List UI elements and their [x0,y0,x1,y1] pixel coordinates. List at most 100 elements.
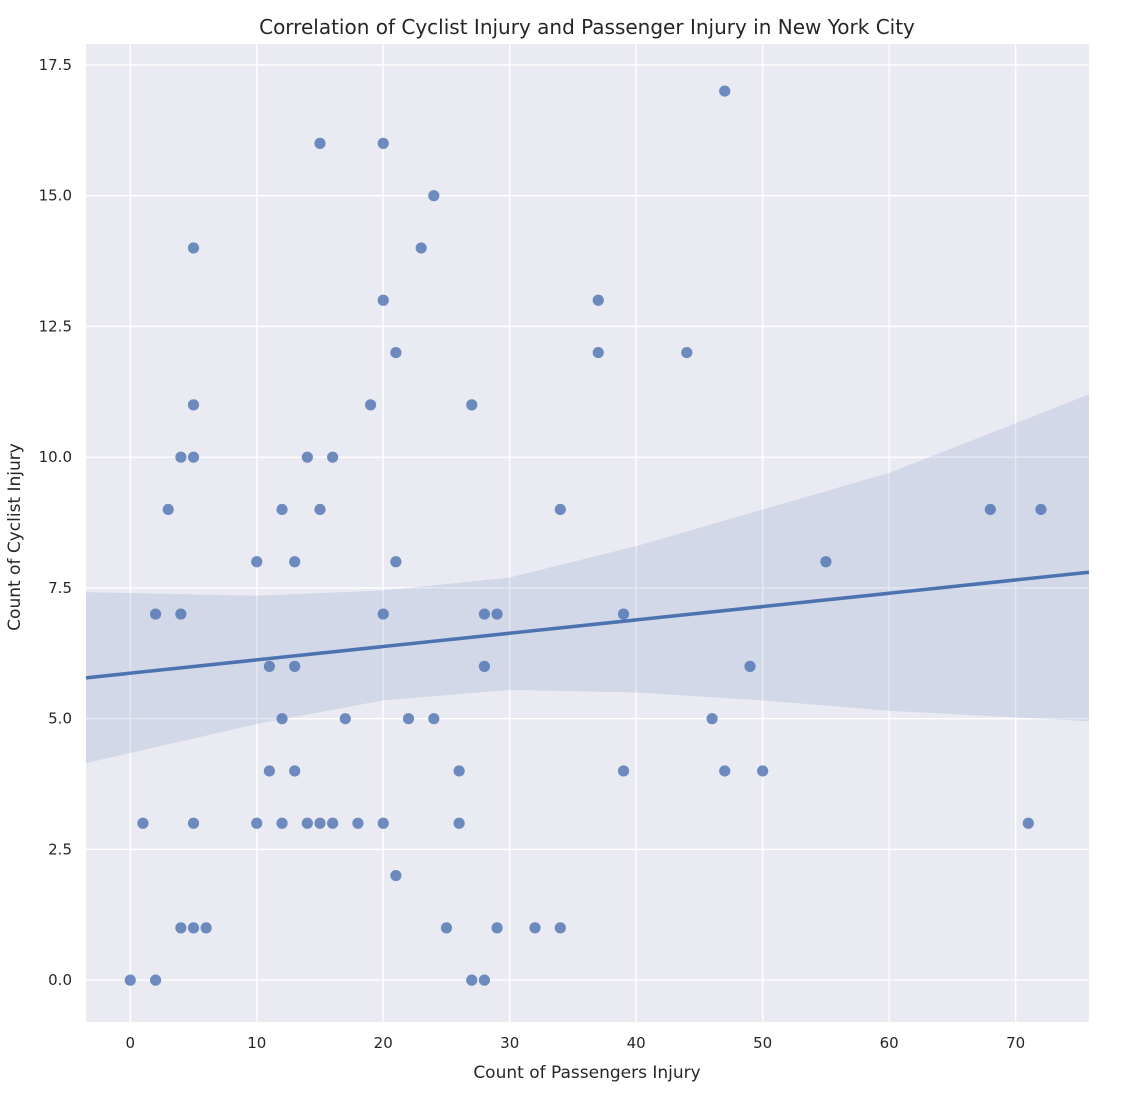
data-point [175,451,187,463]
confidence-band-area [86,394,1089,764]
data-point [314,817,326,829]
y-tick-label: 12.5 [39,317,72,335]
data-point [251,817,263,829]
data-points [124,85,1047,986]
regression-fit-line [85,570,1090,680]
data-point [289,765,301,777]
x-tick-label: 0 [125,1034,135,1052]
data-point [377,137,389,149]
data-point [390,556,402,568]
grid-lines [86,44,1089,1022]
y-tick-label: 2.5 [48,840,72,858]
data-point [339,713,351,725]
data-point [352,817,364,829]
data-point [478,608,491,620]
data-point [187,922,200,934]
x-tick-label: 30 [500,1034,519,1052]
data-point [1035,503,1047,516]
data-point [428,190,440,202]
data-point [301,817,313,829]
data-point [124,974,136,986]
data-point [364,399,377,411]
data-point [491,608,503,620]
data-point [276,817,288,829]
data-point [149,974,162,986]
data-point [453,765,465,777]
data-point [453,817,465,829]
plot-area [86,44,1089,1022]
data-point [263,660,275,672]
data-point [478,974,491,986]
x-tick-label: 70 [1006,1034,1025,1052]
data-point [466,974,478,986]
chart-title: Correlation of Cyclist Injury and Passen… [259,15,915,39]
data-point [200,922,212,934]
data-point [187,399,200,411]
y-tick-label: 5.0 [48,710,72,728]
data-point [301,451,313,463]
data-point [592,346,604,359]
data-point [377,608,389,620]
data-point [466,399,478,411]
x-tick-label: 10 [247,1034,266,1052]
data-point [478,660,491,672]
data-point [529,922,541,934]
x-tick-label: 60 [880,1034,899,1052]
data-point [314,503,326,516]
data-point [251,556,263,568]
data-point [175,922,187,934]
data-point [314,137,326,149]
data-point [491,922,503,934]
y-axis-label: Count of Cyclist Injury [5,443,25,631]
x-axis-label: Count of Passengers Injury [473,1063,700,1083]
data-point [390,346,402,359]
data-point [149,608,162,620]
y-axis-ticks: 0.0 2.5 5.0 7.5 10.0 12.5 15.0 17.5 [39,56,72,989]
x-tick-label: 20 [374,1034,393,1052]
data-point [554,922,566,934]
data-point [327,817,339,829]
data-point [757,765,769,777]
data-point [276,503,288,516]
data-point [377,817,389,829]
data-point [617,608,630,620]
data-point [719,765,731,777]
data-point [175,608,187,620]
data-point [327,451,339,463]
data-point [719,85,731,97]
data-point [137,817,149,829]
data-point [162,503,174,516]
data-point [681,346,693,359]
data-point [744,660,756,672]
data-point [554,503,566,516]
data-point [706,713,718,725]
y-tick-label: 0.0 [48,971,72,989]
data-point [617,765,630,777]
data-point [377,294,389,306]
data-point [276,713,288,725]
data-point [187,817,200,829]
data-point [440,922,453,934]
y-tick-label: 15.0 [39,187,72,205]
x-tick-label: 50 [753,1034,772,1052]
data-point [984,503,996,516]
data-point [187,242,200,254]
y-tick-label: 17.5 [39,56,72,74]
data-point [415,242,427,254]
data-point [289,556,301,568]
data-point [390,869,402,882]
y-tick-label: 7.5 [48,579,72,597]
data-point [592,294,604,306]
x-tick-label: 40 [627,1034,646,1052]
data-point [263,765,275,777]
regression-line [85,570,1090,680]
data-point [289,660,301,672]
data-point [402,713,415,725]
data-point [820,556,832,568]
confidence-band [86,394,1089,764]
data-point [1022,817,1034,829]
data-point [187,451,200,463]
data-point [428,713,440,725]
x-axis-ticks: 0 10 20 30 40 50 60 70 [125,1034,1025,1052]
